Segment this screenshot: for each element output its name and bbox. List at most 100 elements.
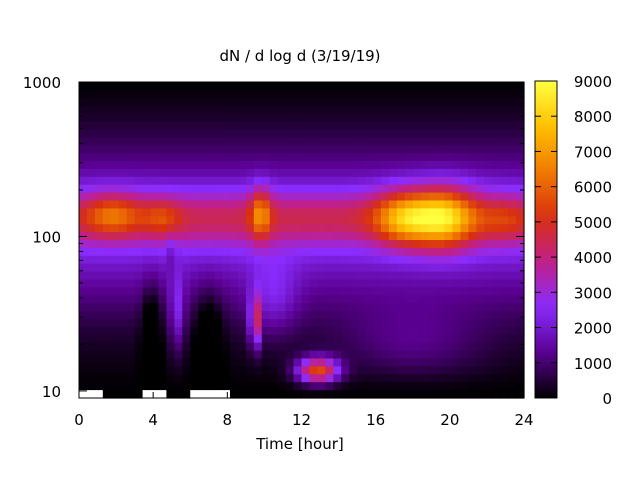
heatmap-cell xyxy=(380,216,390,225)
heatmap-cell xyxy=(110,82,120,91)
heatmap-cell xyxy=(182,129,191,138)
heatmap-cell xyxy=(245,342,255,352)
heatmap-cell xyxy=(134,271,144,281)
heatmap-cell xyxy=(341,208,350,217)
heatmap-cell xyxy=(86,303,96,312)
heatmap-cell xyxy=(365,374,374,383)
heatmap-cell xyxy=(500,137,509,146)
heatmap-cell xyxy=(444,326,454,336)
heatmap-cell xyxy=(229,255,239,265)
heatmap-cell xyxy=(102,334,112,344)
heatmap-cell xyxy=(309,192,318,202)
heatmap-cell xyxy=(142,247,152,257)
heatmap-cell xyxy=(301,263,311,273)
heatmap-cell xyxy=(301,105,311,115)
heatmap-cell xyxy=(229,82,239,91)
heatmap-cell xyxy=(349,129,358,138)
heatmap-cell xyxy=(269,255,279,265)
heatmap-cell xyxy=(285,161,295,170)
heatmap-cell xyxy=(396,366,406,375)
heatmap-cell xyxy=(198,121,207,130)
heatmap-cell xyxy=(94,303,104,312)
colorbar-tick-label: 0 xyxy=(602,390,612,408)
heatmap-cell xyxy=(126,105,136,115)
heatmap-cell xyxy=(285,287,295,296)
heatmap-cell xyxy=(277,240,287,249)
heatmap-cell xyxy=(404,311,414,320)
heatmap-cell xyxy=(428,232,438,241)
heatmap-cell xyxy=(134,247,144,257)
heatmap-cell xyxy=(317,303,326,312)
heatmap-cell xyxy=(380,247,390,257)
heatmap-cell xyxy=(341,311,350,320)
heatmap-cell xyxy=(508,153,517,162)
heatmap-cell xyxy=(118,374,128,383)
heatmap-cell xyxy=(404,216,414,225)
heatmap-cell xyxy=(126,208,136,217)
heatmap-cell xyxy=(460,263,469,273)
heatmap-cell xyxy=(317,224,326,233)
heatmap-cell xyxy=(452,279,462,288)
heatmap-cell xyxy=(380,145,390,154)
heatmap-cell xyxy=(94,129,104,138)
heatmap-cell xyxy=(452,295,462,304)
heatmap-cell xyxy=(341,247,350,257)
heatmap-cell xyxy=(428,208,438,217)
heatmap-cell xyxy=(444,232,454,241)
heatmap-cell xyxy=(214,216,223,225)
heatmap-cell xyxy=(118,105,128,115)
heatmap-cell xyxy=(460,137,469,146)
heatmap-cell xyxy=(237,224,247,233)
heatmap-cell xyxy=(508,97,517,107)
heatmap-cell xyxy=(468,192,477,202)
heatmap-cell xyxy=(500,279,509,288)
heatmap-cell xyxy=(142,232,152,241)
heatmap-cell xyxy=(245,358,255,367)
heatmap-cell xyxy=(396,145,406,154)
heatmap-cell xyxy=(301,192,311,202)
x-tick-label: 12 xyxy=(292,411,311,429)
heatmap-cell xyxy=(388,326,398,336)
heatmap-cell xyxy=(198,255,207,265)
heatmap-cell xyxy=(357,263,366,273)
heatmap-cell xyxy=(341,350,350,360)
heatmap-cell xyxy=(309,105,318,115)
heatmap-cell xyxy=(253,224,263,233)
heatmap-cell xyxy=(261,263,271,273)
heatmap-cell xyxy=(365,153,374,162)
heatmap-cell xyxy=(166,390,175,399)
heatmap-cell xyxy=(166,192,175,202)
heatmap-cell xyxy=(380,121,390,130)
heatmap-cell xyxy=(333,224,342,233)
heatmap-cell xyxy=(79,311,88,320)
heatmap-cell xyxy=(237,208,247,217)
heatmap-cell xyxy=(452,263,462,273)
heatmap-cell xyxy=(142,82,152,91)
heatmap-cell xyxy=(198,350,207,360)
heatmap-cell xyxy=(150,382,160,391)
heatmap-cell xyxy=(492,247,501,257)
heatmap-cell xyxy=(174,279,183,288)
heatmap-cell xyxy=(118,382,128,391)
heatmap-cell xyxy=(460,168,469,178)
heatmap-cell xyxy=(428,271,438,281)
heatmap-cell xyxy=(222,287,231,296)
heatmap-cell xyxy=(516,240,525,249)
heatmap-cell xyxy=(86,287,96,296)
heatmap-cell xyxy=(404,89,414,99)
heatmap-cell xyxy=(229,232,239,241)
heatmap-cell xyxy=(492,192,501,202)
heatmap-cell xyxy=(261,208,271,217)
heatmap-cell xyxy=(86,113,96,123)
heatmap-cell xyxy=(404,176,414,186)
heatmap-cell xyxy=(277,232,287,241)
heatmap-cell xyxy=(126,358,136,367)
x-tick-label: 8 xyxy=(223,411,233,429)
heatmap-cell xyxy=(341,176,350,186)
heatmap-cell xyxy=(301,247,311,257)
heatmap-cell xyxy=(79,129,88,138)
heatmap-cell xyxy=(150,326,160,336)
heatmap-cell xyxy=(404,279,414,288)
heatmap-cell xyxy=(333,326,342,336)
heatmap-cell xyxy=(452,334,462,344)
